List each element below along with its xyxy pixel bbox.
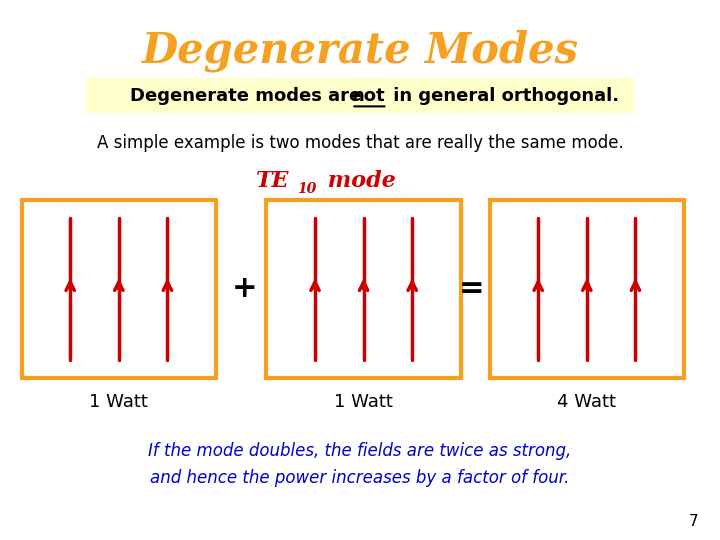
Text: A simple example is two modes that are really the same mode.: A simple example is two modes that are r…: [96, 134, 624, 152]
Text: 1 Watt: 1 Watt: [89, 393, 148, 411]
Text: not: not: [351, 87, 385, 105]
Text: 10: 10: [297, 182, 317, 196]
Bar: [490, 200, 684, 378]
Bar: [86, 78, 634, 113]
Text: mode: mode: [320, 170, 396, 192]
Text: in general orthogonal.: in general orthogonal.: [387, 87, 619, 105]
Text: =: =: [459, 274, 485, 303]
Text: 4 Watt: 4 Watt: [557, 393, 616, 411]
Text: Degenerate modes are: Degenerate modes are: [130, 87, 367, 105]
Bar: [266, 200, 461, 378]
Text: 1 Watt: 1 Watt: [334, 393, 393, 411]
Text: If the mode doubles, the fields are twice as strong,: If the mode doubles, the fields are twic…: [148, 442, 572, 460]
Text: TE: TE: [256, 170, 289, 192]
Text: and hence the power increases by a factor of four.: and hence the power increases by a facto…: [150, 469, 570, 487]
Text: 7: 7: [689, 514, 698, 529]
Text: +: +: [232, 274, 258, 303]
Text: Degenerate Modes: Degenerate Modes: [142, 30, 578, 72]
Bar: [22, 200, 216, 378]
